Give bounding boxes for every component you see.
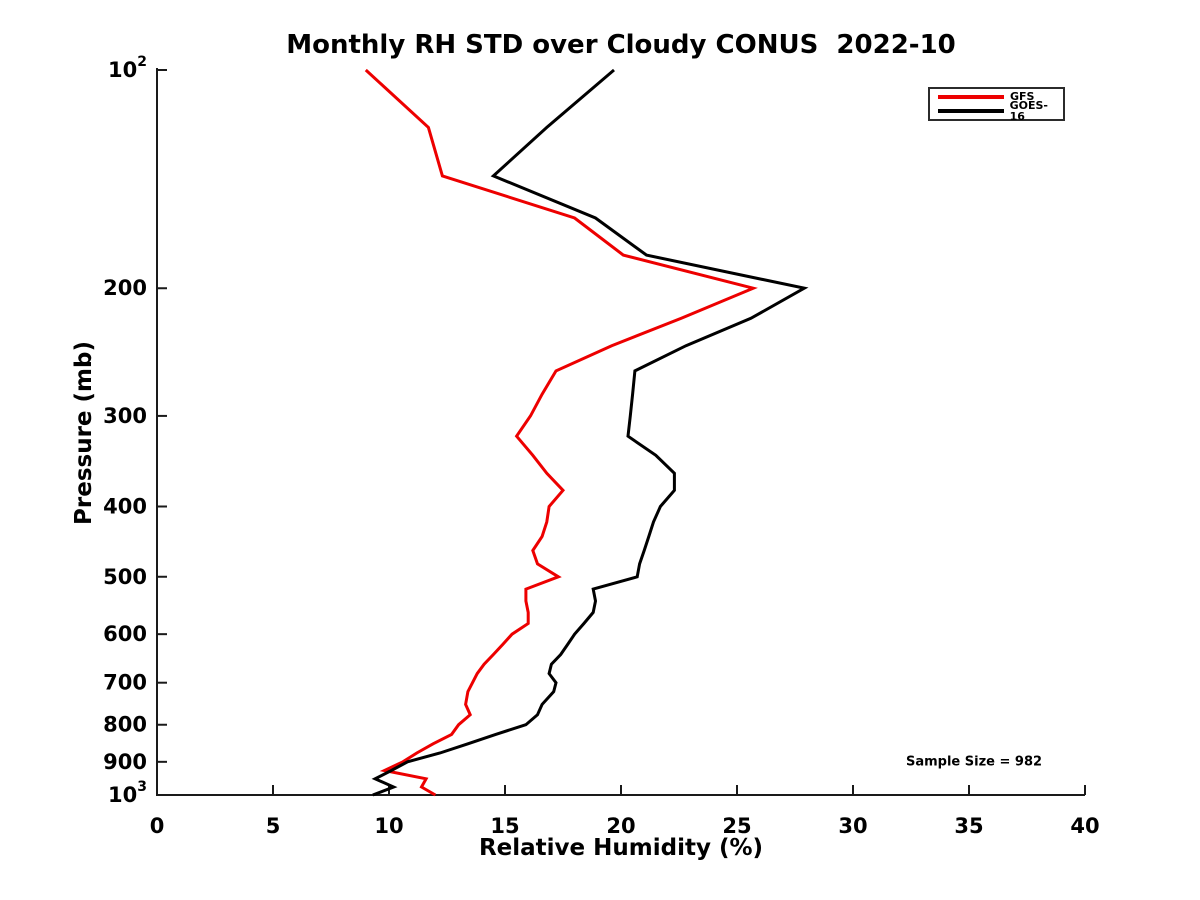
legend-label-goes-16: GOES-16 bbox=[1009, 99, 1048, 124]
x-tick-label: 5 bbox=[266, 814, 281, 838]
x-tick-label: 35 bbox=[954, 814, 983, 838]
y-axis-label: Pressure (mb) bbox=[71, 341, 97, 525]
x-tick-label: 15 bbox=[490, 814, 519, 838]
y-tick-label: 200 bbox=[103, 276, 147, 300]
legend-label-gfs: GFS bbox=[1010, 90, 1035, 104]
y-tick-label: 400 bbox=[103, 494, 147, 518]
x-axis-label: Relative Humidity (%) bbox=[478, 835, 764, 861]
chart-title: Monthly RH STD over Cloudy CONUS 2022-10 bbox=[286, 30, 956, 60]
y-tick-label: 102 bbox=[108, 54, 147, 82]
y-tick-label: 700 bbox=[103, 671, 147, 695]
y-tick-label: 800 bbox=[103, 713, 147, 737]
goes-16-line-swatch bbox=[938, 109, 1004, 114]
y-tick-label: 500 bbox=[103, 565, 147, 589]
series-line-gfs bbox=[364, 68, 758, 797]
x-tick-label: 25 bbox=[722, 814, 751, 838]
legend-entry-gfs: GFS bbox=[938, 90, 1063, 103]
y-tick-label: 900 bbox=[103, 750, 147, 774]
x-tick-label: 40 bbox=[1070, 814, 1099, 838]
series-line-goes-16 bbox=[371, 68, 809, 797]
legend-entry-goes-16: GOES-16 bbox=[938, 100, 1063, 122]
gfs-line-swatch bbox=[938, 94, 1004, 99]
x-tick-label: 30 bbox=[838, 814, 867, 838]
x-tick-label: 20 bbox=[606, 814, 635, 838]
legend: GFS GOES-16 bbox=[928, 87, 1065, 122]
y-tick-label: 300 bbox=[103, 404, 147, 428]
y-tick-label: 103 bbox=[108, 779, 147, 807]
x-tick-label: 10 bbox=[374, 814, 403, 838]
y-tick-label: 600 bbox=[103, 622, 147, 646]
sample-size-annotation: Sample Size = 982 bbox=[905, 754, 1043, 770]
x-tick-label: 0 bbox=[150, 814, 165, 838]
